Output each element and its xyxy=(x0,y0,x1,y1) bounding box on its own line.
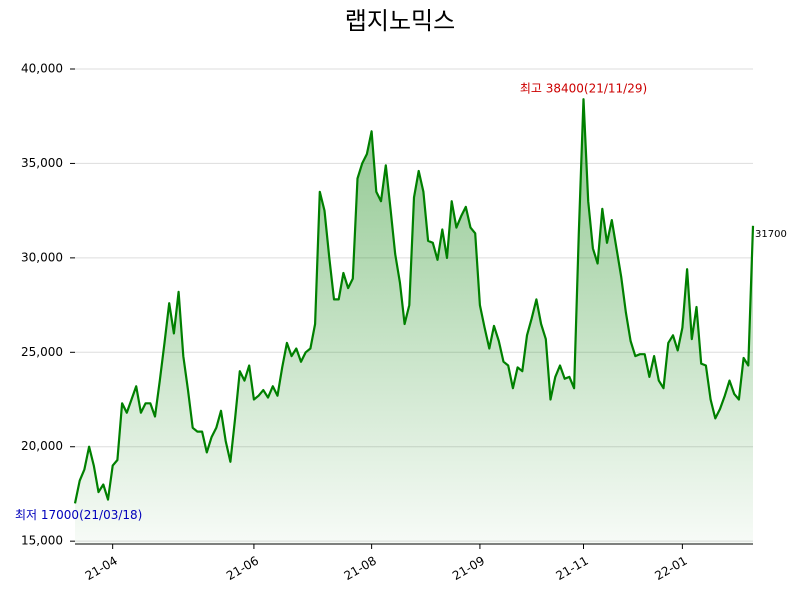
chart-title: 랩지노믹스 xyxy=(345,7,455,35)
x-tick-label: 21-08 xyxy=(342,554,379,584)
y-tick-label: 15,000 xyxy=(21,534,63,548)
line xyxy=(73,98,755,504)
x-tick-label: 21-04 xyxy=(83,554,120,584)
x-tick-label: 21-06 xyxy=(224,554,261,584)
min-annotation: 최저 17000(21/03/18) xyxy=(15,508,142,522)
x-tick-label: 21-09 xyxy=(450,554,487,584)
x-tick-label: 22-01 xyxy=(652,554,689,584)
y-tick-label: 30,000 xyxy=(21,250,63,264)
area xyxy=(75,99,753,544)
y-tick-label: 40,000 xyxy=(21,61,63,75)
y-tick-label: 20,000 xyxy=(21,439,63,453)
max-annotation: 최고 38400(21/11/29) xyxy=(520,82,647,96)
y-tick-label: 25,000 xyxy=(21,345,63,359)
y-tick-label: 35,000 xyxy=(21,156,63,170)
x-tick-label: 21-11 xyxy=(554,554,591,584)
last-value-label: 31700 xyxy=(755,229,787,240)
